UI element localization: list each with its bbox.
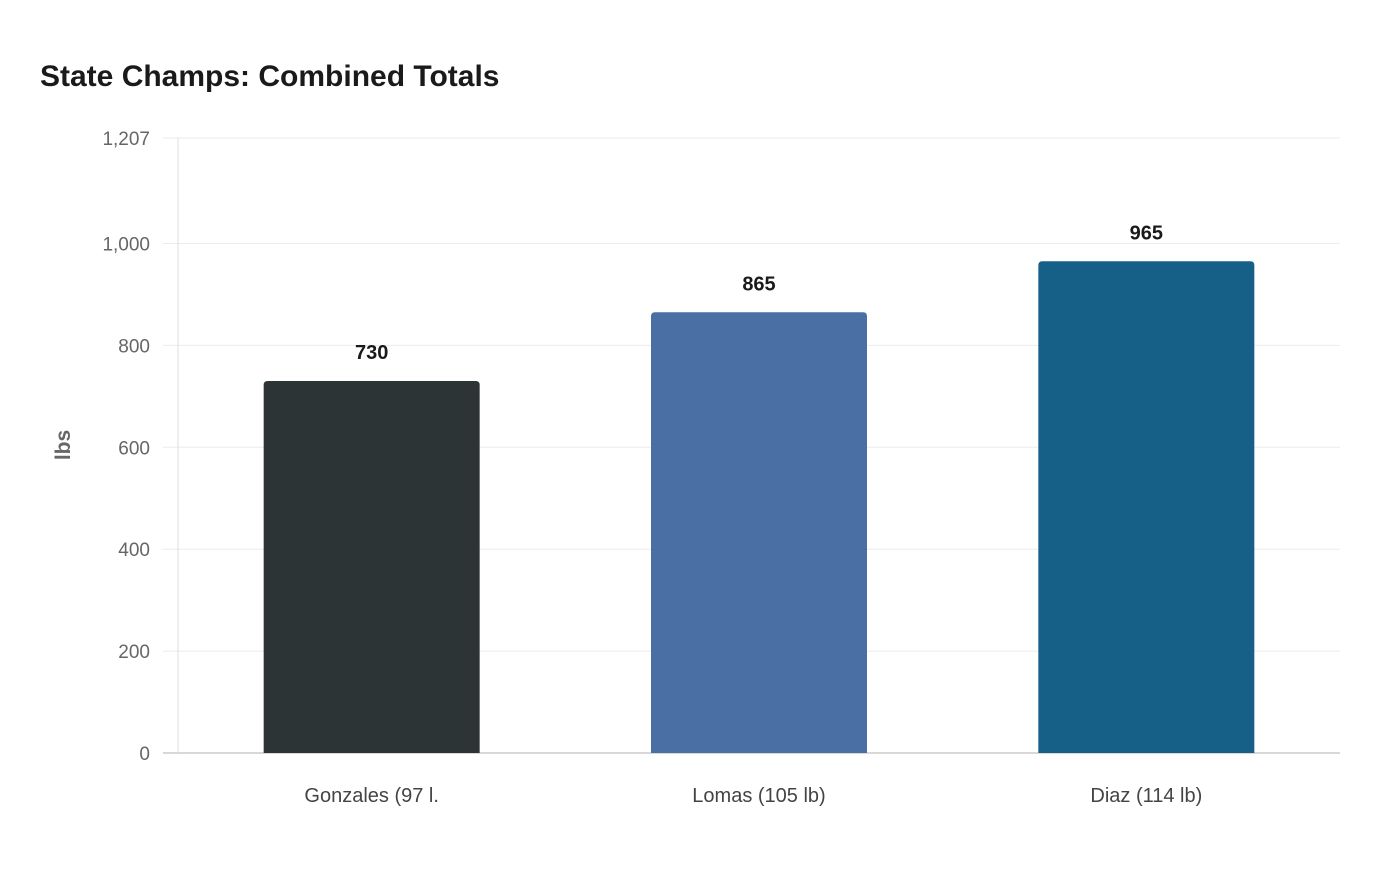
data-label: 965 [1130, 222, 1163, 244]
x-tick-label: Gonzales (97 l. [304, 785, 439, 807]
y-tick-label: 0 [139, 744, 150, 765]
y-axis-label: lbs [52, 430, 75, 460]
data-label: 865 [742, 273, 775, 295]
y-tick-label: 400 [118, 540, 150, 561]
bar [1038, 261, 1255, 753]
bar [263, 381, 480, 753]
x-tick-label: Lomas (105 lb) [692, 785, 825, 807]
y-tick-label: 1,000 [102, 234, 150, 255]
y-tick-label: 200 [118, 642, 150, 663]
y-tick-label: 600 [118, 438, 150, 459]
y-tick-label: 1,207 [102, 129, 150, 150]
y-tick-label: 800 [118, 336, 150, 357]
x-tick-label: Diaz (114 lb) [1090, 785, 1202, 807]
bar [651, 312, 867, 753]
data-label: 730 [355, 342, 388, 364]
chart-title: State Champs: Combined Totals [40, 60, 500, 93]
